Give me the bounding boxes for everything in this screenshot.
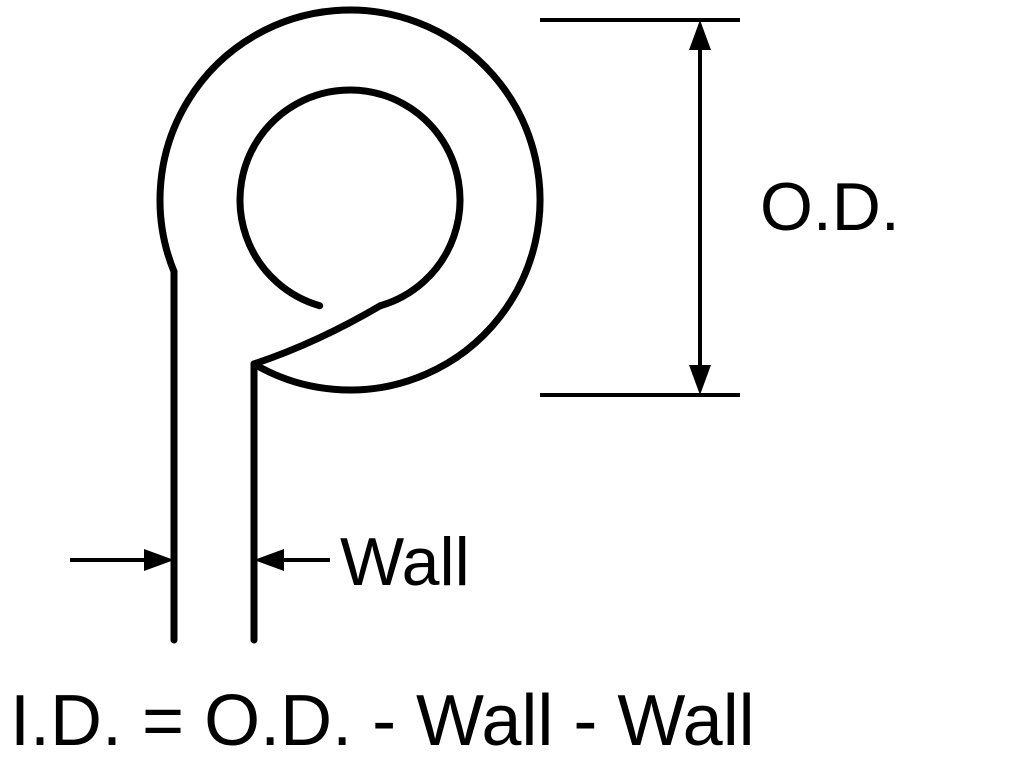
spiral-outer-arc [160, 10, 540, 390]
formula-text: I.D. = O.D. - Wall - Wall [10, 681, 755, 761]
arrowhead [254, 549, 284, 571]
spiral-inner-connector [254, 306, 380, 364]
spiral-inner-arc [240, 90, 460, 306]
arrowhead [144, 549, 174, 571]
wall-label: Wall [340, 524, 470, 600]
arrowhead [689, 365, 711, 395]
arrowhead [689, 20, 711, 50]
od-label: O.D. [760, 169, 900, 245]
